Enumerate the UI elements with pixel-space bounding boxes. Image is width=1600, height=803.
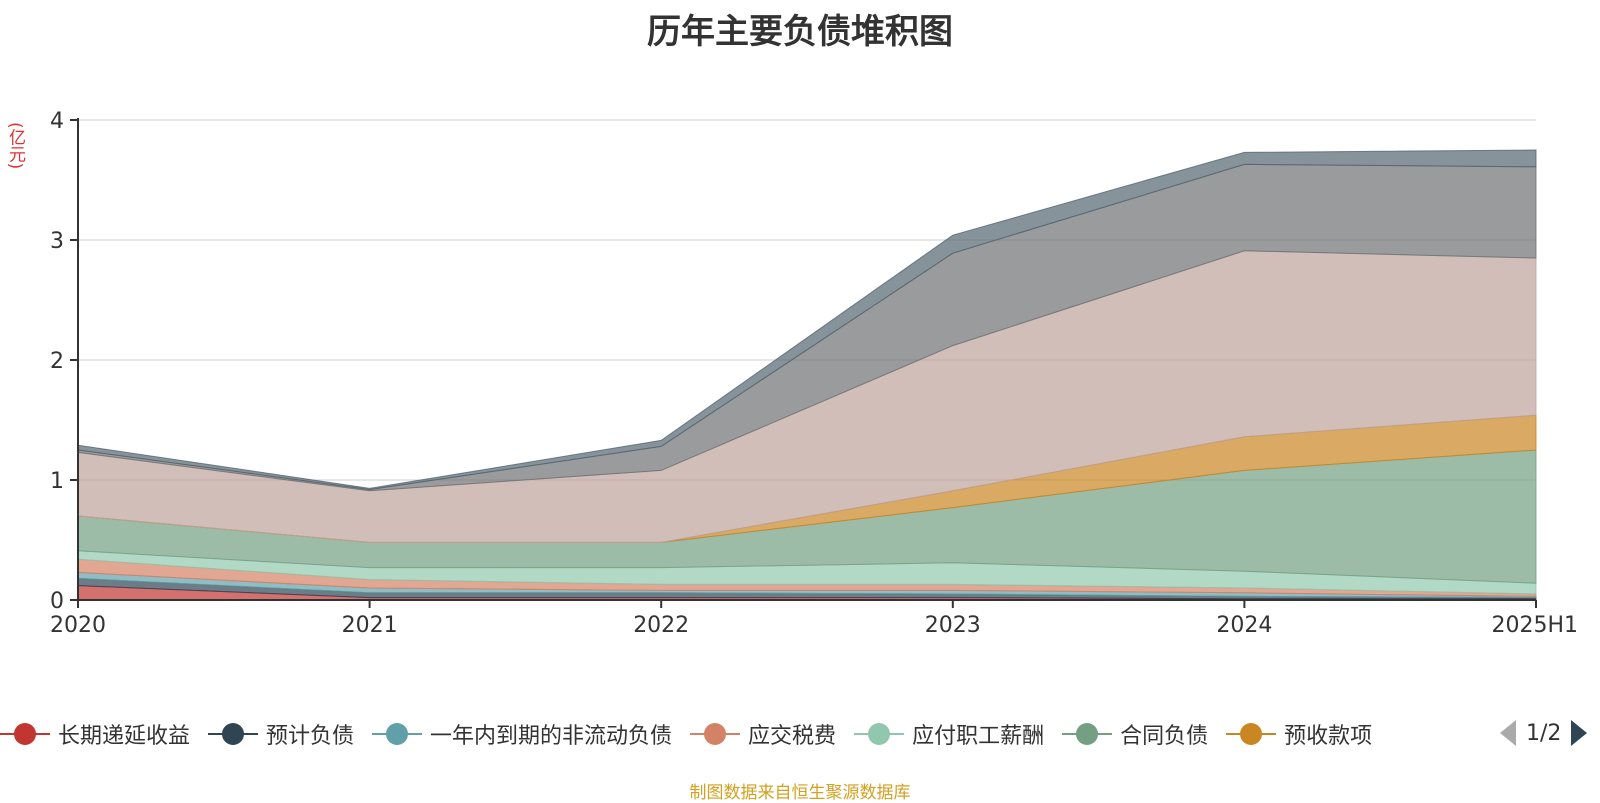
legend-item[interactable]: 长期递延收益: [0, 718, 190, 750]
legend-item[interactable]: 预计负债: [208, 718, 354, 750]
legend-marker-icon: [208, 722, 259, 746]
legend-label: 长期递延收益: [58, 724, 191, 749]
y-tick-label: 4: [50, 109, 64, 134]
legend-next-page-icon[interactable]: [1571, 720, 1588, 746]
legend-page-indicator: 1/2: [1526, 720, 1562, 746]
y-tick-label: 3: [50, 229, 64, 254]
x-tick-label: 2023: [925, 613, 981, 638]
legend-marker-icon: [0, 722, 50, 746]
legend-marker-icon: [854, 722, 905, 746]
legend-marker-icon: [1062, 722, 1113, 746]
legend-marker-icon: [690, 722, 741, 746]
legend-item[interactable]: 应交税费: [690, 718, 836, 750]
legend-label: 应付职工薪酬: [912, 724, 1045, 749]
x-tick-label: 2020: [50, 613, 106, 638]
legend-label: 预收款项: [1284, 724, 1373, 749]
data-source-note: 制图数据来自恒生聚源数据库: [689, 783, 911, 803]
legend-item[interactable]: 一年内到期的非流动负债: [372, 718, 672, 750]
y-tick-label: 2: [50, 349, 64, 374]
x-tick-label: 2025H1: [1491, 613, 1578, 638]
legend-marker-icon: [1226, 722, 1277, 746]
x-tick-label: 2024: [1216, 613, 1272, 638]
x-tick-label: 2022: [633, 613, 689, 638]
legend-item[interactable]: 预收款项: [1226, 718, 1372, 750]
legend-label: 一年内到期的非流动负债: [430, 724, 673, 749]
legend-prev-page-icon[interactable]: [1500, 720, 1516, 746]
legend-label: 预计负债: [266, 724, 355, 749]
y-axis-unit: (亿元): [5, 122, 25, 170]
x-tick-label: 2021: [342, 613, 398, 638]
stacked-area-chart: 0 1 2 3 4 2020 2021 2022 2023 2024 2025H1: [50, 109, 1578, 638]
series-area: [77, 149, 1537, 491]
y-tick-label: 1: [50, 469, 64, 494]
legend-pager: 1/2: [1500, 720, 1588, 746]
chart-legend: 长期递延收益 预计负债 一年内到期的非流动负债 应交税费 应付职工薪酬 合同负债 预收款项: [0, 716, 1390, 752]
y-tick-label: 0: [50, 589, 64, 614]
legend-item[interactable]: 合同负债: [1062, 718, 1208, 750]
chart-title: 历年主要负债堆积图: [647, 12, 953, 52]
legend-label: 合同负债: [1120, 724, 1209, 749]
legend-marker-icon: [372, 722, 423, 746]
legend-label: 应交税费: [748, 724, 837, 749]
legend-item[interactable]: 应付职工薪酬: [854, 718, 1044, 750]
